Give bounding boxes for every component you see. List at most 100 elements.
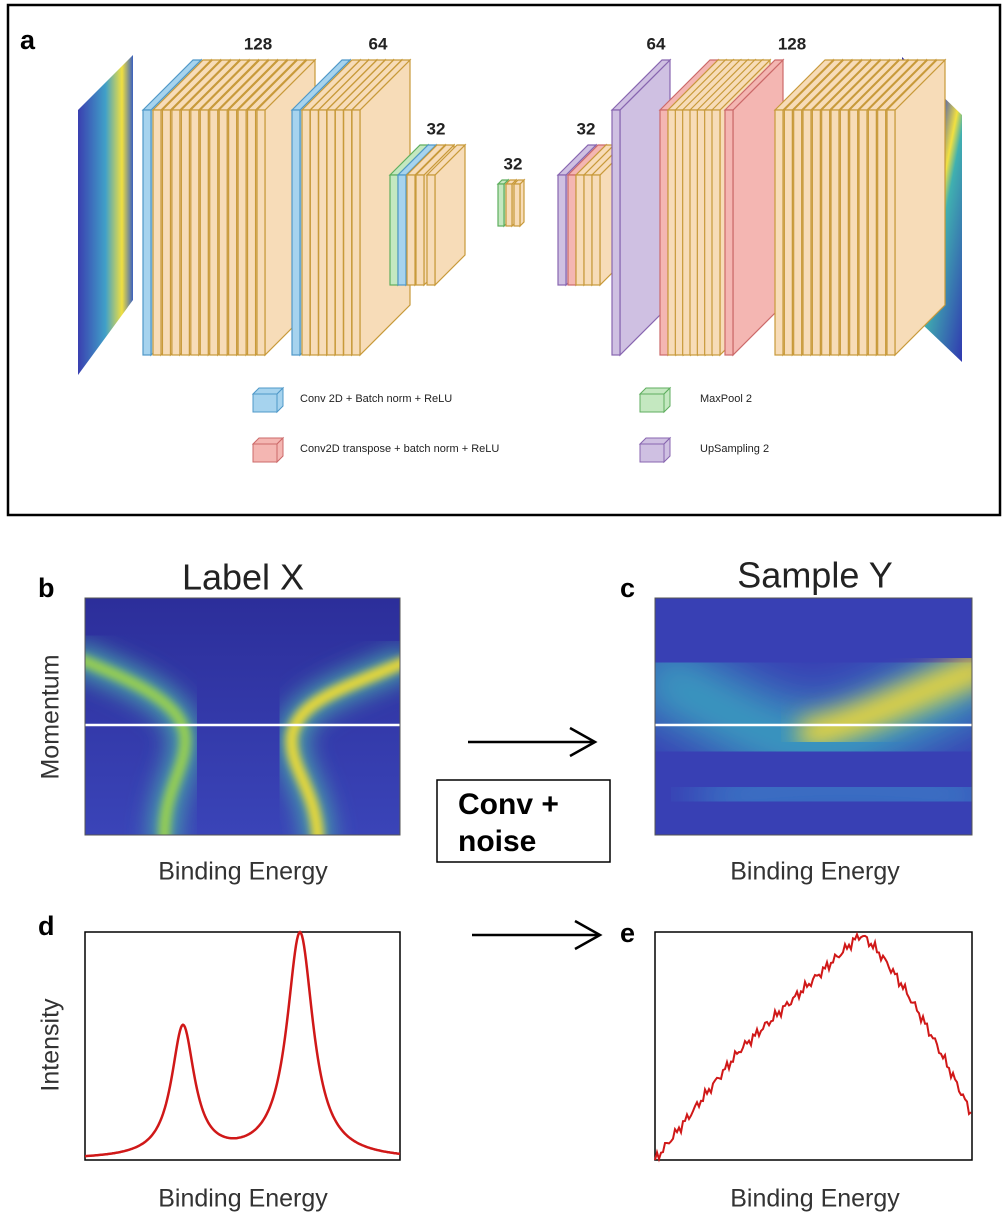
slab-front bbox=[334, 109, 344, 356]
plot-frame bbox=[654, 931, 973, 1161]
plot-frame bbox=[84, 931, 401, 1161]
slab-front bbox=[575, 174, 585, 286]
input-image bbox=[78, 55, 133, 375]
heatmap-frame bbox=[654, 597, 973, 836]
panel-title: Label X bbox=[182, 557, 304, 598]
panel-a-frame bbox=[6, 3, 1002, 517]
slab-front bbox=[209, 109, 219, 356]
band-glow bbox=[696, 763, 972, 825]
legend-swatch bbox=[251, 436, 285, 464]
slab-front bbox=[849, 109, 859, 356]
swatch-front bbox=[252, 443, 278, 463]
slab-front bbox=[821, 109, 831, 356]
slab-front bbox=[724, 109, 734, 356]
slab-front bbox=[351, 109, 361, 356]
legend-label: MaxPool 2 bbox=[700, 393, 752, 405]
heatmap bbox=[655, 598, 972, 835]
slab-front bbox=[611, 109, 621, 356]
slab-front bbox=[237, 109, 247, 356]
panel-label: b bbox=[38, 573, 55, 603]
slab-front bbox=[326, 109, 336, 356]
legend-label: UpSampling 2 bbox=[700, 443, 769, 455]
slab-side bbox=[894, 58, 946, 357]
slab-front bbox=[867, 109, 877, 356]
slab-front bbox=[839, 109, 849, 356]
slab-front bbox=[505, 183, 513, 227]
arrow bbox=[468, 726, 598, 758]
heatmap-frame bbox=[84, 597, 401, 836]
slab-front bbox=[497, 183, 505, 227]
slab-front bbox=[406, 174, 416, 286]
legend-label: Conv 2D + Batch norm + ReLU bbox=[300, 393, 452, 405]
operation-text: noise bbox=[458, 825, 536, 858]
slab-front bbox=[318, 109, 328, 356]
block-size: 128 bbox=[778, 34, 806, 53]
swatch-front bbox=[252, 393, 278, 413]
slab-front bbox=[567, 174, 577, 286]
heatmap bbox=[85, 598, 400, 835]
panel-label: d bbox=[38, 911, 55, 941]
block-size: 64 bbox=[647, 34, 666, 53]
arrow bbox=[472, 919, 603, 951]
panel-label: a bbox=[20, 25, 36, 55]
slab-front bbox=[180, 109, 190, 356]
block-size: 32 bbox=[504, 154, 523, 173]
panel-label: e bbox=[620, 918, 635, 948]
slab-front bbox=[877, 109, 887, 356]
slab-front bbox=[389, 174, 399, 286]
band bbox=[85, 655, 191, 835]
slab-front bbox=[291, 109, 301, 356]
slab-front bbox=[246, 109, 257, 356]
slab-front bbox=[415, 174, 425, 286]
network-blocks bbox=[141, 58, 947, 357]
slab-front bbox=[886, 109, 896, 356]
slab-front bbox=[343, 109, 353, 356]
legend-swatch bbox=[638, 436, 672, 464]
x-axis-label: Binding Energy bbox=[158, 858, 328, 886]
operation-text: Conv + bbox=[458, 788, 559, 821]
swatch-front bbox=[639, 443, 665, 463]
legend-label: Conv2D transpose + batch norm + ReLU bbox=[300, 443, 499, 455]
slab-front bbox=[199, 109, 209, 356]
slab-front bbox=[557, 174, 567, 286]
band bbox=[285, 657, 400, 835]
y-axis-label: Momentum bbox=[37, 654, 65, 779]
slab-front bbox=[218, 109, 228, 356]
legend-swatch bbox=[638, 386, 672, 414]
spectrum-curve bbox=[654, 931, 972, 1163]
swatch-front bbox=[639, 393, 665, 413]
band bbox=[797, 655, 972, 750]
panel-label: c bbox=[620, 573, 635, 603]
slab-front bbox=[783, 109, 793, 356]
slab-front bbox=[513, 183, 521, 227]
block-size: 64 bbox=[369, 34, 388, 53]
block-size: 32 bbox=[577, 119, 596, 138]
y-axis-label: Intensity bbox=[37, 998, 65, 1092]
slab-front bbox=[397, 174, 407, 286]
slab-front bbox=[774, 109, 784, 356]
x-axis-label: Binding Energy bbox=[158, 1185, 328, 1213]
slab-front bbox=[256, 109, 266, 356]
slab-front bbox=[426, 174, 436, 286]
x-axis-label: Binding Energy bbox=[730, 858, 900, 886]
legend-swatch bbox=[251, 386, 285, 414]
block-size: 128 bbox=[244, 34, 272, 53]
panel-title: Sample Y bbox=[737, 555, 892, 596]
heatmap-bg bbox=[85, 598, 400, 835]
slab-front bbox=[591, 174, 601, 286]
slab-front bbox=[811, 109, 821, 356]
slab-front bbox=[161, 109, 172, 356]
block-size: 32 bbox=[427, 119, 446, 138]
slab-front bbox=[190, 109, 200, 356]
slab-front bbox=[171, 109, 181, 356]
slab-front bbox=[152, 109, 162, 356]
slab-front bbox=[142, 109, 152, 356]
slab-front bbox=[301, 109, 311, 356]
slab-front bbox=[830, 109, 840, 356]
slab-front bbox=[711, 109, 721, 356]
slab-front bbox=[858, 109, 868, 356]
operation-box bbox=[436, 779, 611, 863]
slab-front bbox=[793, 109, 803, 356]
